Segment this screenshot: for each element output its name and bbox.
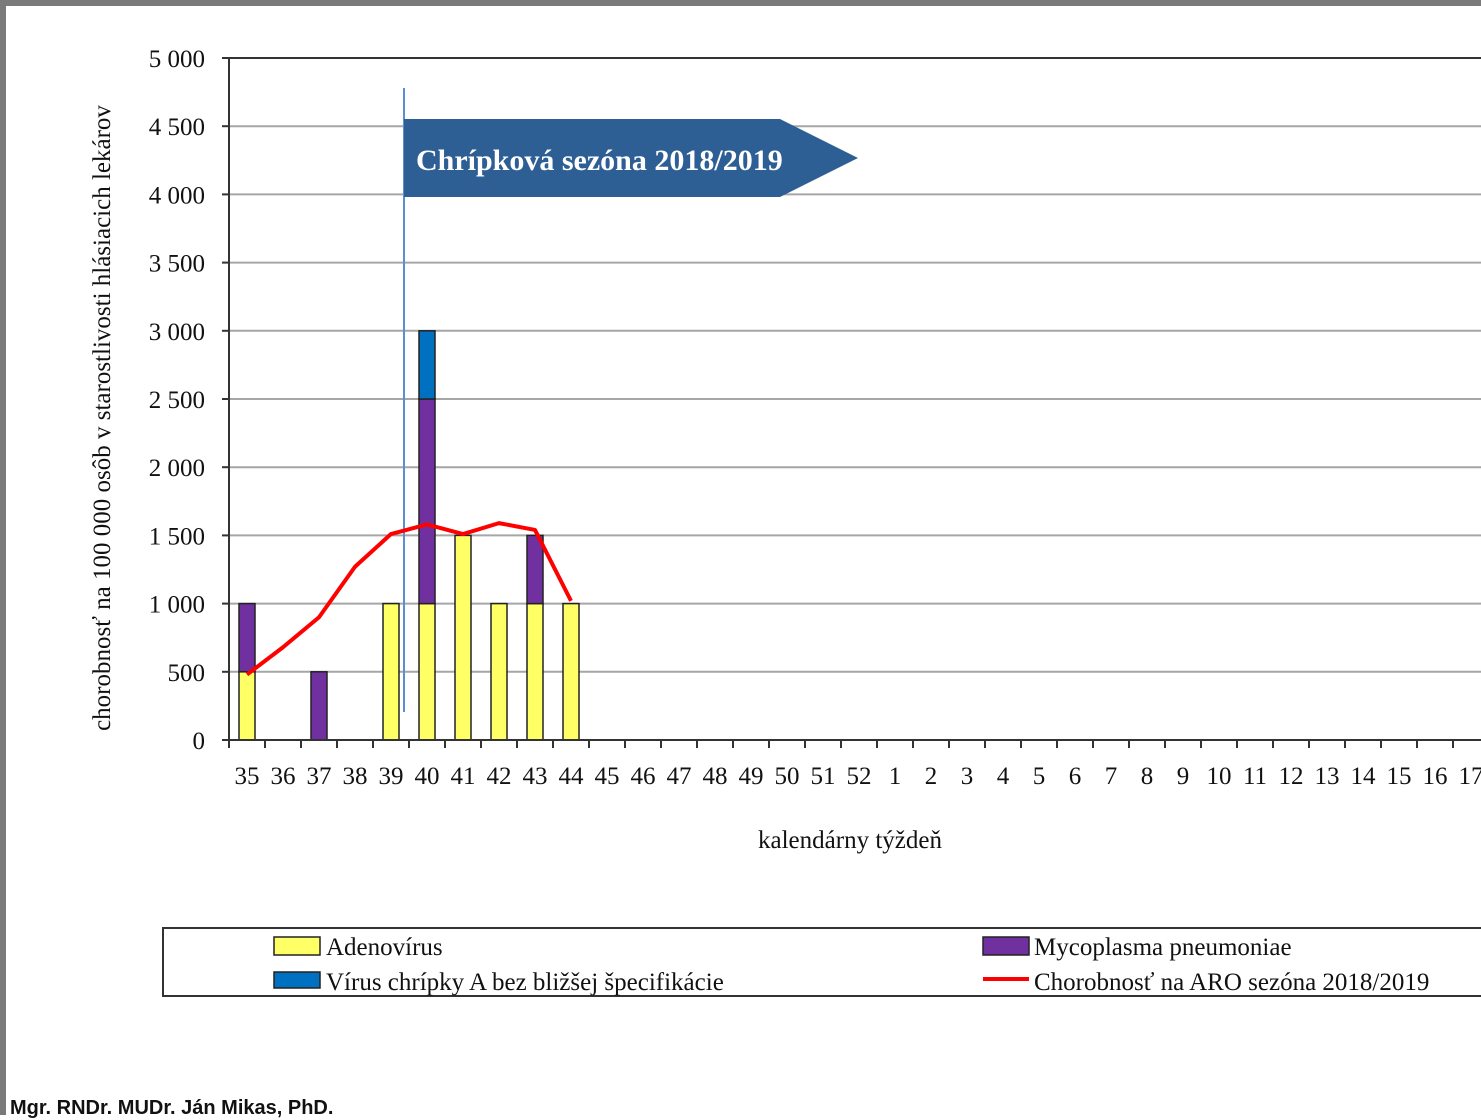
bar-segment — [419, 331, 435, 399]
legend: Adenovírus Vírus chrípky A bez bližšej š… — [163, 928, 1481, 996]
x-tick-label: 47 — [667, 763, 692, 790]
x-tick-label: 8 — [1141, 763, 1154, 790]
bar-segment — [419, 604, 435, 740]
x-tick-label: 1 — [889, 763, 902, 790]
x-axis-title: kalendárny týždeň — [758, 827, 942, 854]
y-tick-label: 1 500 — [149, 523, 205, 550]
x-tick-label: 38 — [343, 763, 368, 790]
x-tick-label: 3 — [961, 763, 974, 790]
x-tick-label: 48 — [703, 763, 728, 790]
y-tick-label: 3 000 — [149, 319, 205, 346]
bar-segment — [419, 399, 435, 604]
x-tick-label: 12 — [1279, 763, 1304, 790]
x-tick-label: 49 — [739, 763, 764, 790]
legend-swatch-adenovirus — [274, 937, 320, 955]
x-tick-label: 43 — [523, 763, 548, 790]
y-tick-label: 0 — [193, 728, 206, 755]
y-tick-label: 5 000 — [149, 46, 205, 73]
bar-segment — [383, 604, 399, 740]
x-tick-label: 42 — [487, 763, 512, 790]
line-series — [247, 523, 571, 674]
y-tick-label: 2 000 — [149, 455, 205, 482]
season-banner-text: Chrípková sezóna 2018/2019 — [416, 144, 783, 177]
y-tick-label: 500 — [168, 660, 206, 687]
y-tick-label: 2 500 — [149, 387, 205, 414]
bar-segment — [527, 535, 543, 603]
legend-label-aro: Chorobnosť na ARO sezóna 2018/2019 — [1034, 969, 1429, 996]
x-tick-label: 4 — [997, 763, 1010, 790]
x-tick-label: 7 — [1105, 763, 1118, 790]
x-tick-label: 39 — [379, 763, 404, 790]
x-tick-label: 37 — [307, 763, 332, 790]
season-banner: Chrípková sezóna 2018/2019 — [404, 119, 858, 197]
x-tick-label: 52 — [847, 763, 872, 790]
x-tick-label: 46 — [631, 763, 656, 790]
bar-segment — [563, 604, 579, 740]
x-tick-label: 14 — [1351, 763, 1377, 790]
x-tick-label: 35 — [235, 763, 260, 790]
legend-label-adenovirus: Adenovírus — [326, 934, 443, 961]
x-tick-label: 13 — [1315, 763, 1340, 790]
bar-segment — [491, 604, 507, 740]
aro-line — [247, 523, 571, 674]
x-tick-label: 41 — [451, 763, 476, 790]
y-tick-label: 1 000 — [149, 592, 205, 619]
legend-label-influenza-a: Vírus chrípky A bez bližšej špecifikácie — [326, 969, 724, 996]
x-tick-label: 15 — [1387, 763, 1412, 790]
bar-segment — [527, 604, 543, 740]
legend-label-mycoplasma: Mycoplasma pneumoniae — [1034, 934, 1292, 961]
x-tick-label: 44 — [559, 763, 585, 790]
y-axis-title: chorobnosť na 100 000 osôb v starostlivo… — [89, 105, 116, 731]
footer-author: Mgr. RNDr. MUDr. Ján Mikas, PhD. — [10, 1097, 333, 1120]
x-tick-label: 16 — [1423, 763, 1448, 790]
x-tick-label: 51 — [811, 763, 836, 790]
x-tick-label: 36 — [271, 763, 296, 790]
x-tick-label: 17 — [1459, 763, 1481, 790]
legend-swatch-mycoplasma — [983, 937, 1029, 955]
x-tick-label: 6 — [1069, 763, 1082, 790]
x-tick-label: 50 — [775, 763, 800, 790]
legend-swatch-influenza-a — [274, 972, 320, 988]
x-tick-label: 45 — [595, 763, 620, 790]
x-tick-label: 9 — [1177, 763, 1190, 790]
y-tick-label: 4 000 — [149, 182, 205, 209]
x-tick-label: 40 — [415, 763, 440, 790]
x-tick-label: 5 — [1033, 763, 1046, 790]
x-tick-label: 2 — [925, 763, 938, 790]
bar-segment — [239, 672, 255, 740]
bar-segment — [455, 535, 471, 740]
x-tick-label: 11 — [1243, 763, 1267, 790]
y-tick-label: 4 500 — [149, 114, 205, 141]
bar-segment — [311, 672, 327, 740]
x-tick-label: 10 — [1207, 763, 1232, 790]
bar-segment — [239, 604, 255, 672]
y-tick-labels: 0 500 1 000 1 500 2 000 2 500 3 000 3 500 4 000 4… — [149, 46, 205, 755]
y-tick-label: 3 500 — [149, 251, 205, 278]
